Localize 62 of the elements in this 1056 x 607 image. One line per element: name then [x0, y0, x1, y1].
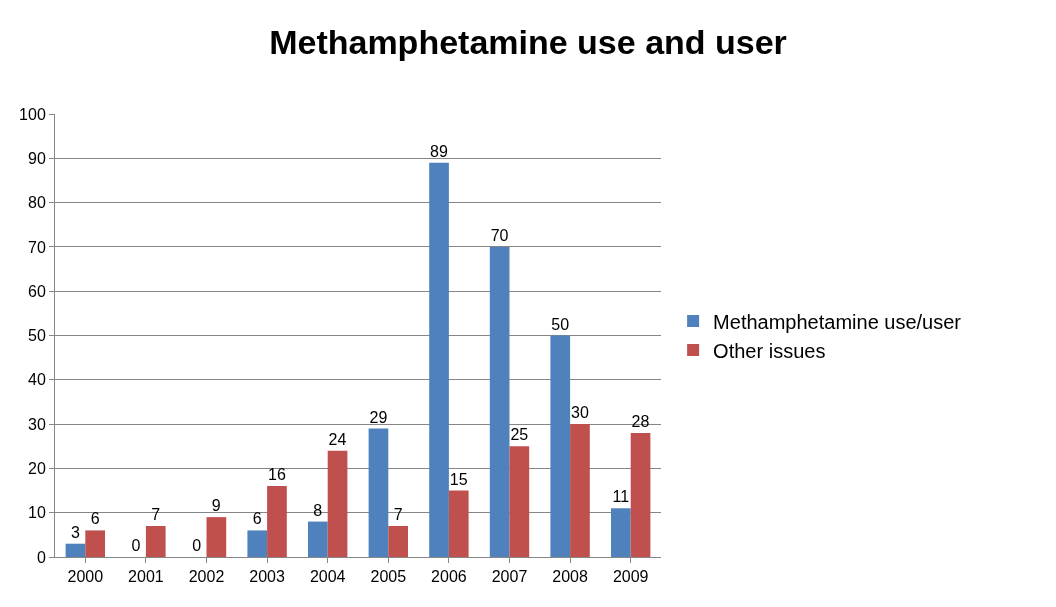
bar [570, 424, 590, 557]
x-tick-label: 2005 [370, 568, 407, 586]
y-tick-label: 100 [19, 105, 46, 123]
x-tick-label: 2006 [431, 568, 467, 586]
bar [630, 432, 651, 557]
data-label: 6 [252, 510, 262, 528]
data-label: 0 [192, 537, 202, 554]
y-tick-label: 50 [28, 327, 46, 345]
bar [388, 525, 408, 557]
data-label: 0 [131, 537, 141, 554]
data-label: 24 [328, 430, 347, 448]
data-label: 89 [430, 142, 448, 160]
bar [611, 508, 631, 557]
bar [145, 525, 166, 557]
y-tick-label: 20 [28, 460, 46, 477]
data-label: 15 [449, 470, 468, 488]
y-tick-label: 40 [28, 371, 46, 389]
chart-title: Methamphetamine use and user [269, 23, 787, 62]
legend-label: Methamphetamine use/user [713, 310, 962, 333]
bar [85, 530, 105, 557]
bar [429, 162, 449, 557]
x-tick-label: 2008 [552, 568, 588, 586]
data-label: 16 [268, 466, 286, 484]
y-tick-label: 10 [28, 504, 46, 522]
legend-label: Other issues [713, 339, 826, 362]
bar [448, 490, 469, 557]
data-label: 28 [631, 412, 650, 430]
y-tick-label: 70 [28, 238, 46, 256]
data-label: 7 [151, 505, 161, 523]
data-label: 25 [510, 426, 529, 444]
x-tick-label: 2007 [491, 568, 528, 586]
bar [65, 543, 86, 557]
bar [247, 530, 268, 557]
y-tick-label: 80 [28, 194, 46, 212]
data-label: 29 [369, 408, 388, 426]
bar [206, 517, 227, 557]
x-tick-label: 2001 [128, 568, 164, 586]
bar [267, 486, 287, 557]
x-tick-label: 2002 [188, 568, 225, 586]
data-label: 6 [90, 510, 100, 528]
bar [509, 446, 530, 557]
x-tick-label: 2000 [67, 568, 104, 586]
y-tick-label: 30 [28, 415, 46, 433]
data-label: 11 [612, 488, 630, 506]
bar [489, 246, 510, 557]
y-tick-label: 0 [36, 548, 46, 566]
bar [550, 335, 571, 557]
data-label: 3 [70, 523, 80, 541]
bar [308, 521, 328, 557]
bar [368, 428, 389, 557]
x-tick-label: 2003 [249, 568, 285, 586]
bar [327, 450, 348, 557]
data-label: 50 [551, 315, 570, 333]
data-label: 30 [571, 404, 589, 422]
y-tick-label: 90 [28, 149, 46, 167]
data-label: 8 [313, 501, 323, 519]
data-label: 7 [393, 505, 403, 523]
x-tick-label: 2009 [612, 568, 649, 586]
y-tick-label: 60 [28, 282, 46, 300]
data-label: 9 [211, 497, 221, 515]
data-label: 70 [490, 226, 509, 244]
x-tick-label: 2004 [309, 568, 346, 586]
